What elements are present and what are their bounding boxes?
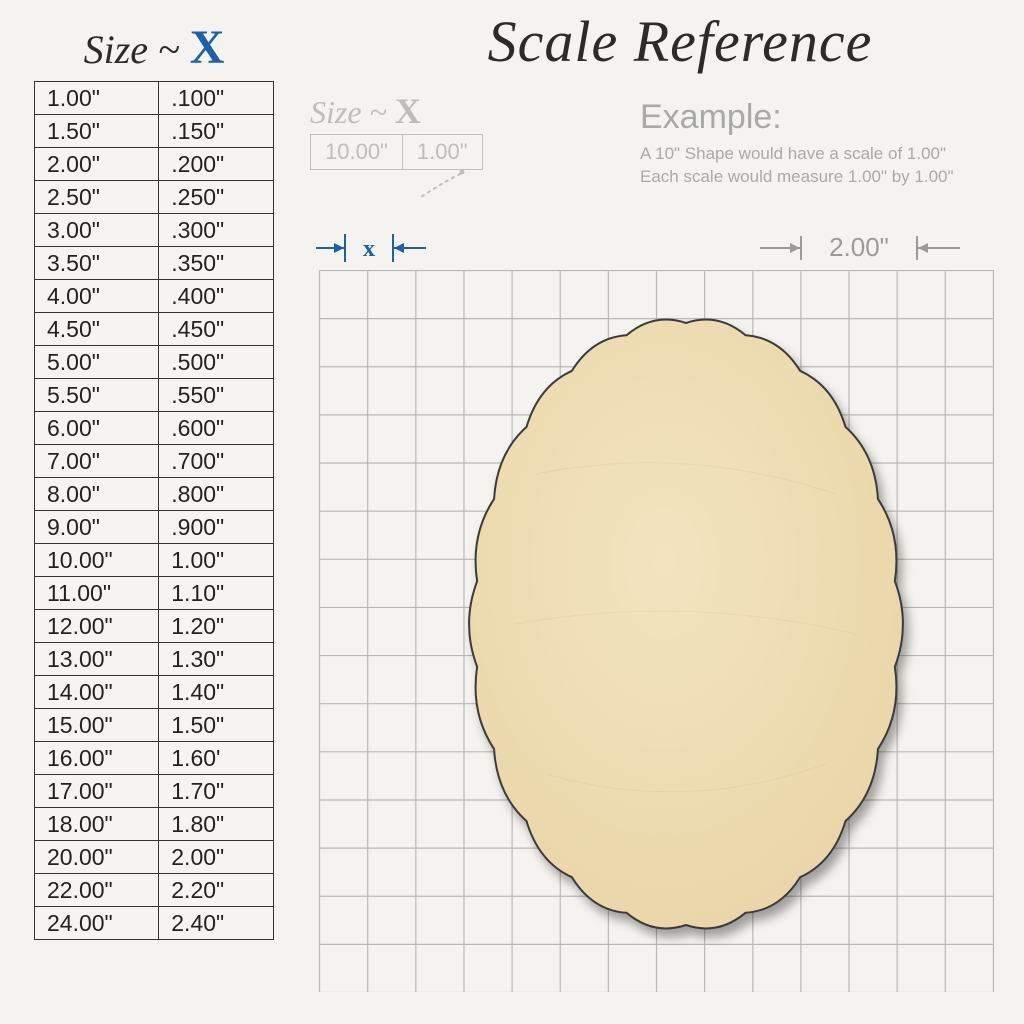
scale-cell: 1.70" — [159, 775, 274, 808]
table-row: 10.00"1.00" — [35, 544, 274, 577]
dotted-arrow-icon — [420, 170, 490, 240]
size-cell: 3.50" — [35, 247, 159, 280]
scale-cell: 2.20" — [159, 874, 274, 907]
table-row: 13.00"1.30" — [35, 643, 274, 676]
size-cell: 17.00" — [35, 775, 159, 808]
scale-cell: 1.30" — [159, 643, 274, 676]
x-marker-label: x — [363, 236, 375, 262]
scale-cell: 2.00" — [159, 841, 274, 874]
example-line-2: Each scale would measure 1.00" by 1.00" — [640, 166, 1000, 189]
table-row: 7.00".700" — [35, 445, 274, 478]
example-text-block: Example: A 10" Shape would have a scale … — [640, 98, 1000, 189]
table-row: 1.00".100" — [35, 82, 274, 115]
size-cell: 7.00" — [35, 445, 159, 478]
table-row: 4.50".450" — [35, 313, 274, 346]
scale-cell: .200" — [159, 148, 274, 181]
mini-cell-size: 10.00" — [310, 134, 403, 170]
size-cell: 1.00" — [35, 82, 159, 115]
two-inch-label: 2.00" — [829, 232, 889, 262]
size-cell: 5.00" — [35, 346, 159, 379]
size-table: 1.00".100"1.50".150"2.00".200"2.50".250"… — [34, 81, 274, 940]
table-row: 2.00".200" — [35, 148, 274, 181]
scale-cell: .400" — [159, 280, 274, 313]
scale-cell: 1.60' — [159, 742, 274, 775]
scale-cell: .800" — [159, 478, 274, 511]
size-cell: 9.00" — [35, 511, 159, 544]
scale-cell: 2.40" — [159, 907, 274, 940]
table-row: 22.00"2.20" — [35, 874, 274, 907]
size-cell: 16.00" — [35, 742, 159, 775]
table-row: 9.00".900" — [35, 511, 274, 544]
scale-cell: .250" — [159, 181, 274, 214]
size-cell: 6.00" — [35, 412, 159, 445]
size-cell: 8.00" — [35, 478, 159, 511]
size-cell: 15.00" — [35, 709, 159, 742]
scale-cell: 1.00" — [159, 544, 274, 577]
table-row: 12.00"1.20" — [35, 610, 274, 643]
scale-cell: 1.80" — [159, 808, 274, 841]
table-row: 4.00".400" — [35, 280, 274, 313]
page-title: Scale Reference — [360, 8, 1000, 75]
table-row: 20.00"2.00" — [35, 841, 274, 874]
table-row: 14.00"1.40" — [35, 676, 274, 709]
table-row: 11.00"1.10" — [35, 577, 274, 610]
size-table-header: Size ~ X — [34, 20, 274, 75]
table-row: 1.50".150" — [35, 115, 274, 148]
mini-header-prefix: Size ~ — [310, 94, 395, 130]
size-cell: 14.00" — [35, 676, 159, 709]
table-row: 2.50".250" — [35, 181, 274, 214]
size-cell: 1.50" — [35, 115, 159, 148]
size-cell: 5.50" — [35, 379, 159, 412]
size-cell: 22.00" — [35, 874, 159, 907]
table-row: 6.00".600" — [35, 412, 274, 445]
table-row: 18.00"1.80" — [35, 808, 274, 841]
table-row: 3.50".350" — [35, 247, 274, 280]
scale-cell: .450" — [159, 313, 274, 346]
mini-header-x: X — [395, 91, 421, 131]
table-row: 5.00".500" — [35, 346, 274, 379]
scale-cell: .150" — [159, 115, 274, 148]
size-table-container: Size ~ X 1.00".100"1.50".150"2.00".200"2… — [34, 20, 274, 940]
table-row: 3.00".300" — [35, 214, 274, 247]
scale-cell: 1.50" — [159, 709, 274, 742]
mini-size-example: Size ~ X 10.00" 1.00" — [310, 90, 483, 170]
table-row: 15.00"1.50" — [35, 709, 274, 742]
size-cell: 20.00" — [35, 841, 159, 874]
scale-cell: .600" — [159, 412, 274, 445]
scale-cell: .900" — [159, 511, 274, 544]
mini-cell-scale: 1.00" — [403, 134, 483, 170]
table-row: 24.00"2.40" — [35, 907, 274, 940]
size-cell: 24.00" — [35, 907, 159, 940]
scale-cell: .300" — [159, 214, 274, 247]
size-cell: 13.00" — [35, 643, 159, 676]
example-header: Example: — [640, 98, 1000, 137]
two-inch-dimension-marker: 2.00" — [760, 228, 960, 268]
example-line-1: A 10" Shape would have a scale of 1.00" — [640, 143, 1000, 166]
table-row: 8.00".800" — [35, 478, 274, 511]
scale-cell: 1.10" — [159, 577, 274, 610]
size-cell: 4.50" — [35, 313, 159, 346]
size-cell: 10.00" — [35, 544, 159, 577]
scale-cell: .350" — [159, 247, 274, 280]
table-row: 16.00"1.60' — [35, 742, 274, 775]
size-cell: 11.00" — [35, 577, 159, 610]
scale-cell: .100" — [159, 82, 274, 115]
size-header-x: X — [190, 21, 225, 74]
size-cell: 2.50" — [35, 181, 159, 214]
scale-cell: 1.40" — [159, 676, 274, 709]
table-row: 17.00"1.70" — [35, 775, 274, 808]
wood-scalloped-oval — [446, 294, 926, 954]
size-cell: 18.00" — [35, 808, 159, 841]
table-row: 5.50".550" — [35, 379, 274, 412]
scale-cell: .500" — [159, 346, 274, 379]
scale-cell: .700" — [159, 445, 274, 478]
scale-cell: .550" — [159, 379, 274, 412]
size-cell: 12.00" — [35, 610, 159, 643]
size-cell: 2.00" — [35, 148, 159, 181]
size-cell: 4.00" — [35, 280, 159, 313]
size-header-prefix: Size ~ — [84, 27, 190, 72]
scale-cell: 1.20" — [159, 610, 274, 643]
x-dimension-marker: x — [316, 228, 426, 268]
size-cell: 3.00" — [35, 214, 159, 247]
